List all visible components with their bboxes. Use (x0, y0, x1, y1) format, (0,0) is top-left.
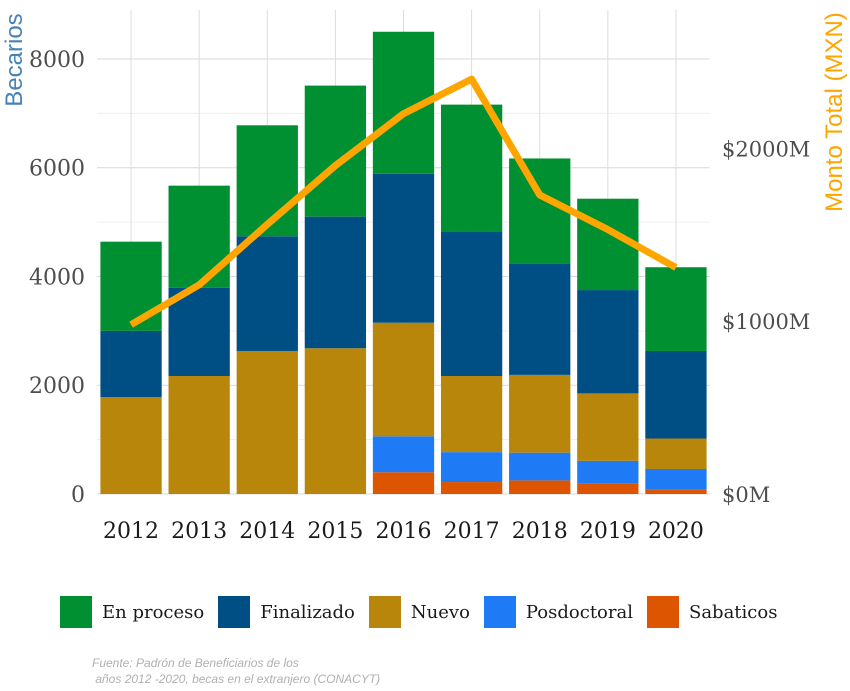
legend-item-en-proceso: En proceso (60, 596, 204, 628)
bar-nuevo-2019 (577, 393, 639, 461)
caption: Fuente: Padrón de Beneficiarios de los a… (92, 656, 381, 686)
bar-posdoctoral-2018 (509, 452, 571, 481)
x-tick-label: 2013 (171, 519, 227, 544)
bar-sabaticos-2019 (577, 483, 639, 494)
legend-swatch (60, 596, 92, 628)
legend-item-posdoctoral: Posdoctoral (483, 596, 633, 628)
bar-posdoctoral-2017 (440, 452, 503, 483)
x-axis-ticks: 2012 2013 2014 2015 2016 2017 2018 2019 2020 (103, 519, 704, 544)
y-right-tick-label: $0M (722, 483, 770, 507)
bar-nuevo-2015 (304, 348, 367, 494)
legend-item-sabaticos: Sabaticos (646, 596, 778, 628)
y-right-tick-label: $1000M (722, 310, 810, 334)
legend: En proceso Finalizado Nuevo Posdoctoral Saba… (60, 596, 791, 628)
y-tick-label: 4000 (29, 265, 85, 290)
bar-sabaticos-2018 (509, 480, 571, 494)
bar-nuevo-2012 (100, 397, 162, 494)
bar-finalizado-2015 (304, 216, 367, 349)
x-tick-label: 2020 (648, 519, 704, 544)
bar-en-proceso-2017 (440, 104, 503, 232)
x-tick-label: 2014 (239, 519, 295, 544)
x-tick-label: 2018 (512, 519, 568, 544)
legend-item-nuevo: Nuevo (368, 596, 470, 628)
y-tick-label: 6000 (29, 157, 85, 182)
bar-posdoctoral-2016 (372, 436, 435, 473)
bar-nuevo-2016 (372, 322, 435, 437)
bar-nuevo-2018 (509, 374, 571, 453)
bar-sabaticos-2017 (440, 482, 503, 494)
bar-nuevo-2013 (168, 375, 230, 494)
right-axis-ticks: $0M $1000M $2000M (722, 137, 810, 507)
x-tick-label: 2012 (103, 519, 159, 544)
y-tick-label: 0 (71, 483, 85, 508)
line-monto-total (129, 75, 678, 328)
legend-label: Posdoctoral (525, 601, 633, 623)
legend-item-finalizado: Finalizado (218, 596, 355, 628)
y-tick-label: 2000 (29, 374, 85, 399)
bar-posdoctoral-2020 (645, 468, 707, 490)
x-tick-label: 2019 (580, 519, 636, 544)
bar-finalizado-2014 (236, 236, 298, 351)
bar-finalizado-2017 (440, 231, 503, 376)
bar-sabaticos-2020 (645, 489, 707, 494)
bar-nuevo-2017 (440, 375, 503, 453)
legend-label: Nuevo (410, 601, 470, 623)
y-right-tick-label: $2000M (722, 137, 810, 161)
bar-sabaticos-2016 (372, 472, 435, 494)
legend-swatch (218, 596, 251, 628)
line-layer (129, 75, 678, 328)
legend-label: Finalizado (260, 601, 355, 623)
legend-label: Sabaticos (688, 601, 778, 623)
bar-en-proceso-2018 (509, 158, 571, 264)
legend-swatch (483, 596, 516, 628)
x-tick-label: 2017 (444, 519, 500, 544)
left-axis-ticks: 0 2000 4000 6000 8000 (29, 48, 85, 508)
bar-finalizado-2012 (100, 330, 162, 398)
x-tick-label: 2015 (307, 519, 363, 544)
bar-finalizado-2013 (168, 287, 230, 376)
y-axis-title-right: Monto Total (MXN) (821, 12, 848, 212)
bar-en-proceso-2020 (645, 267, 707, 351)
legend-swatch (368, 596, 401, 628)
bar-finalizado-2019 (577, 290, 639, 394)
y-axis-title-left: Becarios (1, 13, 28, 106)
y-tick-label: 8000 (29, 48, 85, 73)
bar-finalizado-2016 (372, 173, 435, 323)
bar-en-proceso-2012 (100, 241, 162, 331)
legend-label: En proceso (102, 601, 205, 623)
bar-nuevo-2020 (645, 438, 707, 469)
bar-en-proceso-2014 (236, 125, 298, 237)
bar-en-proceso-2013 (168, 185, 230, 288)
legend-swatch (646, 596, 679, 628)
bar-posdoctoral-2019 (577, 460, 639, 484)
x-tick-label: 2016 (376, 519, 432, 544)
bar-nuevo-2014 (236, 350, 298, 494)
bar-finalizado-2018 (509, 263, 571, 375)
bar-finalizado-2020 (645, 350, 707, 439)
